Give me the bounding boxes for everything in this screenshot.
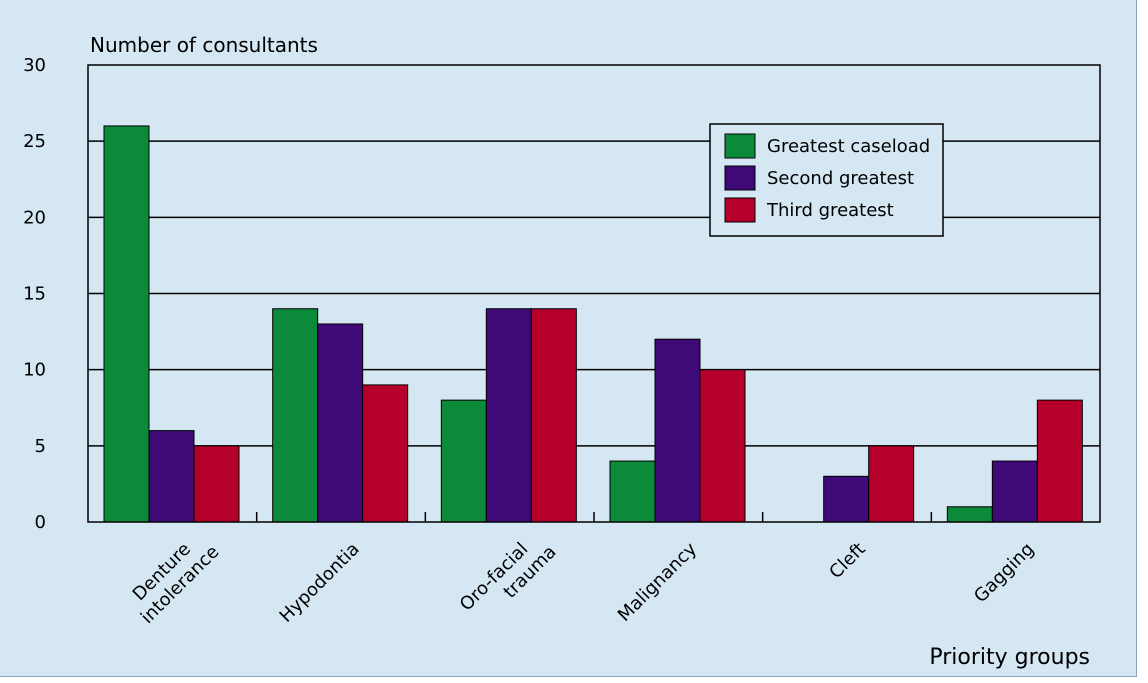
x-tick-label: Oro-facialtrauma xyxy=(456,526,561,631)
bar xyxy=(1036,399,1083,523)
y-tick-label: 0 xyxy=(35,512,46,533)
x-axis-ticks: Dentureintolerance Hypodontia Oro-facialtr… xyxy=(121,512,1038,631)
x-tick-label: Gagging xyxy=(970,539,1038,607)
legend-label: Second greatest xyxy=(767,168,914,189)
x-tick-label: Dentureintolerance xyxy=(121,526,223,628)
legend-swatch xyxy=(724,165,756,191)
bar xyxy=(530,308,577,523)
bar xyxy=(991,460,1038,523)
x-axis-title: Priority groups xyxy=(929,645,1090,670)
y-tick-label: 10 xyxy=(23,360,46,381)
bar xyxy=(823,475,870,523)
legend-label: Greatest caseload xyxy=(767,136,930,157)
bar xyxy=(148,430,195,523)
y-tick-label: 25 xyxy=(23,131,46,152)
bar xyxy=(485,308,532,523)
bar xyxy=(868,445,915,523)
bar xyxy=(699,369,746,523)
y-tick-label: 15 xyxy=(23,284,46,305)
legend: Greatest caseload Second greatest Third gr… xyxy=(709,123,944,237)
y-tick-label: 5 xyxy=(35,436,46,457)
y-tick-label: 30 xyxy=(23,55,46,76)
x-tick-label: Hypodontia xyxy=(276,539,364,627)
legend-swatch xyxy=(724,197,756,223)
bar xyxy=(362,384,409,523)
bar xyxy=(440,399,487,523)
bar xyxy=(654,338,701,523)
bar xyxy=(193,445,240,523)
legend-swatch xyxy=(724,133,756,159)
x-tick-label: Cleft xyxy=(825,539,869,583)
bar xyxy=(609,460,656,523)
bars xyxy=(103,125,1083,523)
bar xyxy=(272,308,319,523)
bar xyxy=(317,323,364,523)
gridlines xyxy=(88,140,1100,447)
legend-label: Third greatest xyxy=(766,200,894,221)
y-axis-title: Number of consultants xyxy=(90,33,318,57)
bar xyxy=(103,125,150,523)
y-tick-label: 20 xyxy=(23,207,46,228)
bar xyxy=(946,506,993,523)
x-tick-label: Malignancy xyxy=(614,538,701,625)
y-axis-ticks: 0 5 10 15 20 25 30 xyxy=(23,55,46,533)
